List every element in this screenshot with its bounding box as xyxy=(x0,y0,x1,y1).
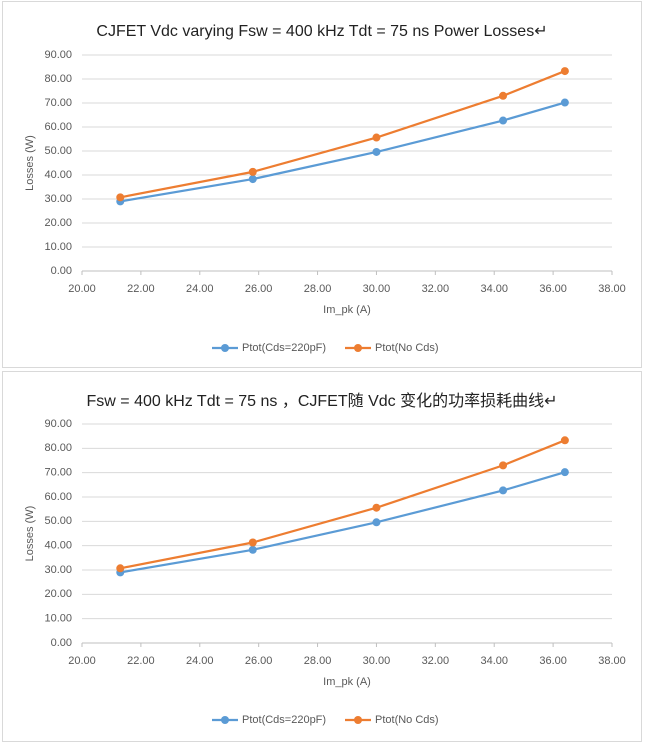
y-tick-label: 10.00 xyxy=(44,241,72,253)
legend-marker xyxy=(354,344,362,352)
data-point xyxy=(248,545,257,554)
x-tick-label: 36.00 xyxy=(539,655,567,667)
data-point xyxy=(248,538,257,547)
y-tick-label: 40.00 xyxy=(44,169,72,181)
x-tick-label: 30.00 xyxy=(363,283,391,295)
data-point xyxy=(499,486,508,495)
data-point xyxy=(560,436,569,445)
x-tick-label: 32.00 xyxy=(422,283,450,295)
y-tick-label: 0.00 xyxy=(51,265,72,277)
legend-label: Ptot(No Cds) xyxy=(375,714,439,726)
chart-frame xyxy=(2,1,642,368)
data-point xyxy=(499,116,508,125)
y-tick-label: 90.00 xyxy=(44,49,72,61)
x-tick-label: 22.00 xyxy=(127,283,155,295)
y-tick-label: 10.00 xyxy=(44,613,72,625)
y-tick-label: 40.00 xyxy=(44,540,72,552)
y-axis-label: Losses (W) xyxy=(24,135,36,191)
y-tick-label: 30.00 xyxy=(44,193,72,205)
y-tick-label: 50.00 xyxy=(44,145,72,157)
data-point xyxy=(116,564,125,573)
x-tick-label: 28.00 xyxy=(304,283,332,295)
data-point xyxy=(560,98,569,107)
y-tick-label: 20.00 xyxy=(44,217,72,229)
y-tick-label: 60.00 xyxy=(44,121,72,133)
legend-label: Ptot(Cds=220pF) xyxy=(242,714,326,726)
chart-title: Fsw = 400 kHz Tdt = 75 ns ，CJFET随 Vdc 变化… xyxy=(87,392,558,410)
y-tick-label: 50.00 xyxy=(44,515,72,527)
chart-frame xyxy=(2,371,642,742)
y-tick-label: 70.00 xyxy=(44,97,72,109)
x-tick-label: 24.00 xyxy=(186,283,214,295)
x-tick-label: 38.00 xyxy=(598,655,626,667)
data-point xyxy=(560,67,569,76)
x-tick-label: 32.00 xyxy=(422,655,450,667)
data-point xyxy=(248,167,257,176)
data-point xyxy=(372,133,381,142)
chart-title: CJFET Vdc varying Fsw = 400 kHz Tdt = 75… xyxy=(96,23,547,40)
data-point xyxy=(372,147,381,156)
legend-label: Ptot(No Cds) xyxy=(375,342,439,354)
x-tick-label: 34.00 xyxy=(480,283,508,295)
data-point xyxy=(499,461,508,470)
data-point xyxy=(499,91,508,100)
data-point xyxy=(372,503,381,512)
x-axis-label: Im_pk (A) xyxy=(323,304,371,316)
legend-marker xyxy=(221,344,229,352)
x-tick-label: 22.00 xyxy=(127,655,155,667)
y-tick-label: 60.00 xyxy=(44,491,72,503)
y-tick-label: 80.00 xyxy=(44,442,72,454)
x-tick-label: 26.00 xyxy=(245,283,273,295)
legend-label: Ptot(Cds=220pF) xyxy=(242,342,326,354)
x-tick-label: 36.00 xyxy=(539,283,567,295)
legend-marker xyxy=(221,716,229,724)
x-tick-label: 20.00 xyxy=(68,655,96,667)
x-tick-label: 38.00 xyxy=(598,283,626,295)
x-tick-label: 34.00 xyxy=(480,655,508,667)
y-tick-label: 70.00 xyxy=(44,467,72,479)
legend-marker xyxy=(354,716,362,724)
data-point xyxy=(372,518,381,527)
x-tick-label: 24.00 xyxy=(186,655,214,667)
x-tick-label: 28.00 xyxy=(304,655,332,667)
y-tick-label: 90.00 xyxy=(44,418,72,430)
data-point xyxy=(560,468,569,477)
y-tick-label: 0.00 xyxy=(51,637,72,649)
y-tick-label: 30.00 xyxy=(44,564,72,576)
data-point xyxy=(248,175,257,184)
x-tick-label: 20.00 xyxy=(68,283,96,295)
y-axis-label: Losses (W) xyxy=(24,506,36,562)
x-axis-label: Im_pk (A) xyxy=(323,676,371,688)
x-tick-label: 30.00 xyxy=(363,655,391,667)
data-point xyxy=(116,193,125,202)
y-tick-label: 20.00 xyxy=(44,588,72,600)
x-tick-label: 26.00 xyxy=(245,655,273,667)
y-tick-label: 80.00 xyxy=(44,73,72,85)
